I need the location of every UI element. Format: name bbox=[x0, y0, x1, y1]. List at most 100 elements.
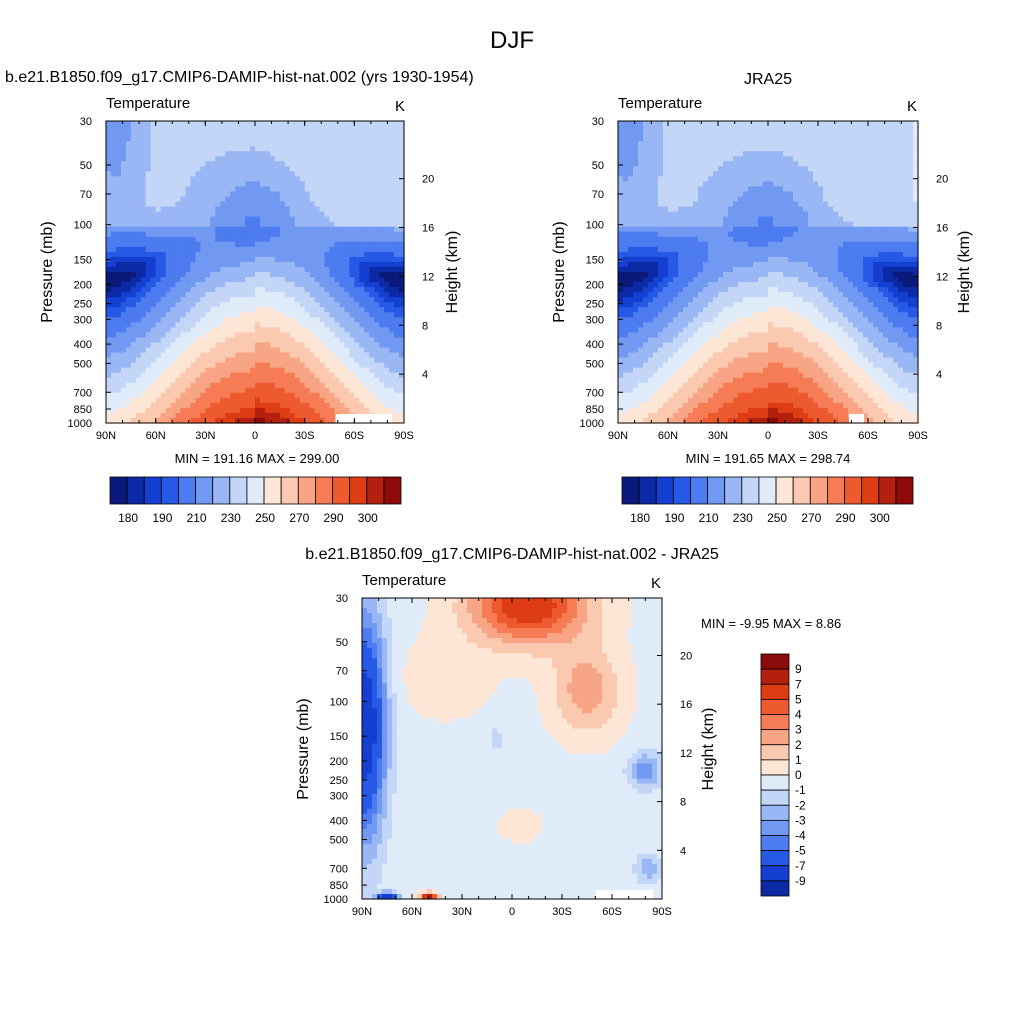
field-cell bbox=[245, 256, 251, 263]
field-cell bbox=[728, 156, 734, 162]
field-cell bbox=[399, 382, 405, 389]
field-cell bbox=[319, 362, 326, 369]
field-cell bbox=[399, 236, 405, 243]
field-cell bbox=[319, 226, 326, 233]
field-cell bbox=[394, 272, 400, 278]
field-cell bbox=[115, 317, 122, 323]
field-cell bbox=[713, 141, 719, 147]
field-cell bbox=[140, 302, 147, 308]
field-cell bbox=[324, 231, 331, 238]
field-cell bbox=[195, 206, 201, 213]
field-cell bbox=[888, 141, 894, 147]
field-cell bbox=[653, 186, 659, 193]
field-cell bbox=[264, 412, 271, 419]
field-cell bbox=[658, 201, 664, 208]
field-cell bbox=[334, 181, 341, 188]
field-cell bbox=[823, 186, 829, 193]
field-cell bbox=[693, 211, 699, 218]
field-cell bbox=[284, 407, 291, 414]
field-cell bbox=[723, 176, 729, 182]
field-cell bbox=[853, 146, 859, 152]
field-cell bbox=[125, 322, 132, 328]
field-cell bbox=[913, 211, 919, 218]
field-cell bbox=[678, 161, 684, 167]
field-cell bbox=[668, 136, 674, 142]
field-cell bbox=[713, 151, 719, 157]
field-cell bbox=[698, 176, 704, 182]
field-cell bbox=[873, 216, 879, 223]
field-cell bbox=[130, 126, 137, 132]
field-cell bbox=[653, 206, 659, 213]
field-cell bbox=[713, 196, 719, 203]
field-cell bbox=[329, 216, 336, 223]
field-cell bbox=[768, 191, 774, 198]
field-cell bbox=[120, 392, 127, 399]
field-cell bbox=[758, 136, 764, 142]
field-cell bbox=[255, 372, 261, 379]
field-cell bbox=[344, 246, 350, 253]
field-cell bbox=[145, 287, 152, 293]
field-cell bbox=[863, 191, 869, 198]
field-cell bbox=[698, 186, 704, 193]
field-cell bbox=[329, 377, 336, 384]
field-cell bbox=[205, 322, 211, 328]
field-cell bbox=[843, 131, 849, 137]
field-cell bbox=[259, 136, 266, 142]
field-cell bbox=[255, 181, 261, 188]
field-cell bbox=[205, 377, 211, 384]
field-cell bbox=[374, 362, 380, 369]
field-cell bbox=[125, 251, 132, 258]
field-cell bbox=[319, 206, 326, 213]
field-cell bbox=[374, 176, 380, 182]
field-cell bbox=[648, 216, 654, 223]
field-cell bbox=[374, 377, 380, 384]
field-cell bbox=[255, 382, 261, 389]
field-cell bbox=[913, 221, 919, 228]
field-cell bbox=[200, 302, 206, 308]
field-cell bbox=[140, 246, 147, 253]
field-cell bbox=[334, 407, 341, 414]
field-cell bbox=[713, 136, 719, 142]
field-cell bbox=[274, 417, 281, 424]
field-cell bbox=[180, 327, 187, 333]
field-cell bbox=[210, 231, 216, 238]
field-cell bbox=[160, 166, 167, 172]
field-cell bbox=[304, 282, 311, 288]
field-cell bbox=[389, 251, 395, 258]
field-cell bbox=[693, 166, 699, 172]
field-cell bbox=[688, 171, 694, 177]
field-cell bbox=[309, 297, 316, 303]
field-cell bbox=[274, 151, 281, 157]
field-cell bbox=[309, 186, 316, 193]
field-cell bbox=[703, 156, 709, 162]
field-cell bbox=[279, 337, 286, 344]
field-cell bbox=[175, 312, 182, 318]
field-cell bbox=[324, 397, 331, 404]
field-cell bbox=[808, 196, 814, 203]
field-cell bbox=[259, 206, 266, 213]
field-cell bbox=[299, 211, 306, 218]
field-cell bbox=[818, 186, 824, 193]
field-cell bbox=[106, 236, 112, 243]
field-cell bbox=[399, 377, 405, 384]
field-cell bbox=[205, 352, 211, 359]
field-cell bbox=[115, 136, 122, 142]
field-cell bbox=[888, 216, 894, 223]
field-cell bbox=[250, 352, 256, 359]
field-cell bbox=[309, 312, 316, 318]
field-cell bbox=[314, 362, 321, 369]
field-cell bbox=[130, 342, 137, 349]
field-cell bbox=[235, 156, 241, 162]
field-cell bbox=[758, 131, 764, 137]
field-cell bbox=[220, 206, 226, 213]
field-cell bbox=[399, 277, 405, 283]
field-cell bbox=[215, 352, 221, 359]
field-cell bbox=[863, 186, 869, 193]
field-cell bbox=[623, 146, 629, 152]
field-cell bbox=[190, 342, 196, 349]
field-cell bbox=[125, 156, 132, 162]
field-cell bbox=[673, 151, 679, 157]
field-cell bbox=[374, 292, 380, 298]
field-cell bbox=[359, 347, 365, 354]
field-cell bbox=[289, 332, 296, 339]
